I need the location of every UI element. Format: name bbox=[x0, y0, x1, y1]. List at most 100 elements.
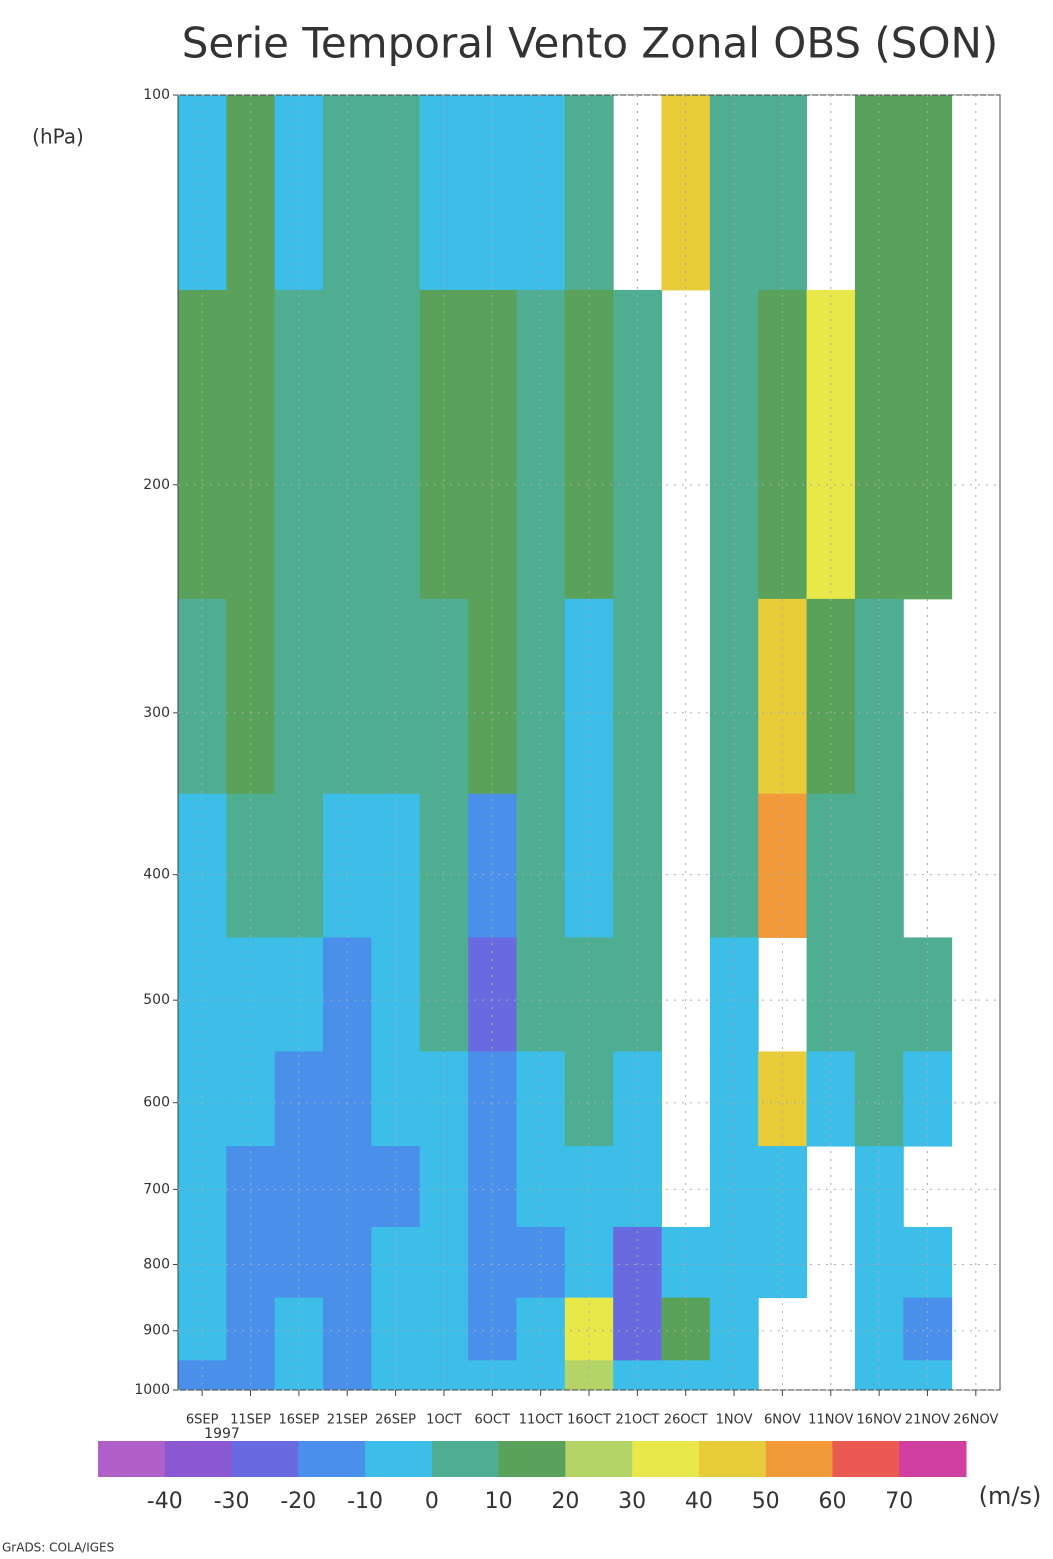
colorbar-box bbox=[832, 1441, 900, 1477]
colorbar-box bbox=[164, 1441, 233, 1477]
heat-cell bbox=[516, 289, 566, 600]
heat-cell bbox=[274, 1051, 324, 1147]
heat-cell bbox=[903, 289, 953, 600]
heat-cell bbox=[226, 937, 276, 1052]
heat-cell bbox=[564, 937, 614, 1052]
heat-cell bbox=[661, 1297, 711, 1361]
heat-cell bbox=[564, 1051, 614, 1147]
y-tick-label: 700 bbox=[143, 1181, 170, 1197]
x-tick-label: 11NOV bbox=[808, 1413, 853, 1428]
colorbar-box bbox=[498, 1441, 566, 1477]
colorbar-label: -40 bbox=[147, 1489, 183, 1514]
heat-cell bbox=[806, 793, 856, 938]
y-tick-label: 200 bbox=[143, 477, 170, 493]
x-tick-label: 21SEP bbox=[327, 1413, 368, 1428]
x-tick-label: 1NOV bbox=[716, 1413, 753, 1428]
x-tick-label: 21OCT bbox=[615, 1413, 659, 1428]
heat-cell bbox=[709, 289, 759, 600]
heat-cell bbox=[226, 289, 276, 600]
colorbar-box bbox=[431, 1441, 500, 1477]
heat-cell bbox=[564, 793, 614, 938]
heat-cell bbox=[613, 793, 663, 938]
y-tick-label: 500 bbox=[143, 992, 170, 1008]
heat-cell bbox=[419, 1226, 469, 1299]
x-tick-label: 6SEP bbox=[186, 1413, 219, 1428]
heat-cell bbox=[226, 1051, 276, 1147]
heat-cell bbox=[613, 1226, 663, 1299]
heat-cell bbox=[323, 793, 372, 938]
colorbar-label: 0 bbox=[425, 1489, 439, 1514]
heat-cell bbox=[226, 1226, 276, 1299]
heat-cell bbox=[371, 793, 421, 938]
colorbar-label: 50 bbox=[752, 1489, 780, 1514]
heat-cell bbox=[516, 1051, 566, 1147]
heat-cell bbox=[516, 937, 566, 1052]
heat-cell bbox=[516, 1226, 566, 1299]
heat-cell bbox=[806, 1051, 856, 1147]
heat-cell bbox=[371, 1226, 421, 1299]
x-tick-label: 26NOV bbox=[953, 1413, 998, 1428]
heat-cell bbox=[274, 937, 324, 1052]
colorbar-label: 20 bbox=[551, 1489, 579, 1514]
x-tick-label: 6OCT bbox=[475, 1413, 511, 1428]
colorbar-label: -20 bbox=[280, 1489, 316, 1514]
heat-cell bbox=[613, 1051, 663, 1147]
x-tick-label: 26OCT bbox=[664, 1413, 708, 1428]
heat-cell bbox=[323, 1226, 372, 1299]
colorbar-box bbox=[98, 1441, 166, 1477]
x-tick-label: 26SEP bbox=[375, 1413, 416, 1428]
heat-cell bbox=[758, 1226, 808, 1299]
heat-cell bbox=[709, 937, 759, 1052]
heat-cell bbox=[371, 1297, 421, 1361]
heat-cell bbox=[468, 1226, 517, 1299]
colorbar-label: 40 bbox=[685, 1489, 713, 1514]
colorbar-box bbox=[632, 1441, 700, 1477]
colorbar-label: 30 bbox=[618, 1489, 646, 1514]
heat-cell bbox=[419, 1051, 469, 1147]
heat-cell bbox=[323, 1051, 372, 1147]
heat-cell bbox=[806, 937, 856, 1052]
heat-cell bbox=[468, 937, 517, 1052]
heat-cell bbox=[419, 1297, 469, 1361]
heat-cell bbox=[274, 289, 324, 600]
heat-cell bbox=[903, 1226, 953, 1299]
x-tick-label: 16OCT bbox=[567, 1413, 611, 1428]
heat-cell bbox=[371, 937, 421, 1052]
heat-cell bbox=[371, 1051, 421, 1147]
heat-cell bbox=[468, 1051, 517, 1147]
colorbar-box bbox=[698, 1441, 767, 1477]
colorbar-box bbox=[365, 1441, 433, 1477]
colorbar-box bbox=[899, 1441, 967, 1477]
heat-cell bbox=[903, 937, 953, 1052]
heat-cell bbox=[661, 1226, 711, 1299]
y-tick-label: 900 bbox=[143, 1323, 170, 1339]
colorbar-unit: (m/s) bbox=[979, 1482, 1042, 1510]
heat-cell bbox=[419, 937, 469, 1052]
heat-cell bbox=[854, 1226, 904, 1299]
colorbar-box bbox=[298, 1441, 366, 1477]
heat-cell bbox=[226, 793, 276, 938]
heat-cell bbox=[613, 937, 663, 1052]
x-tick-label: 21NOV bbox=[905, 1413, 950, 1428]
heat-cell bbox=[323, 289, 372, 600]
heat-cell bbox=[854, 793, 904, 938]
heat-cell bbox=[758, 1051, 808, 1147]
heat-cell bbox=[854, 937, 904, 1052]
heat-cell bbox=[274, 1297, 324, 1361]
heat-cell bbox=[468, 289, 517, 600]
heat-cell bbox=[419, 793, 469, 938]
heat-cell bbox=[903, 1297, 953, 1361]
heat-cell bbox=[564, 289, 614, 600]
y-tick-label: 100 bbox=[143, 87, 170, 103]
heat-cell bbox=[178, 1051, 227, 1147]
heat-cell bbox=[903, 1051, 953, 1147]
y-tick-label: 1000 bbox=[134, 1382, 170, 1398]
x-tick-label: 11OCT bbox=[519, 1413, 563, 1428]
heat-cell bbox=[516, 1297, 566, 1361]
heat-cell bbox=[178, 793, 227, 938]
y-tick-label: 600 bbox=[143, 1095, 170, 1111]
heat-cell bbox=[468, 1297, 517, 1361]
heat-cell bbox=[178, 289, 227, 600]
heat-cell bbox=[468, 793, 517, 938]
